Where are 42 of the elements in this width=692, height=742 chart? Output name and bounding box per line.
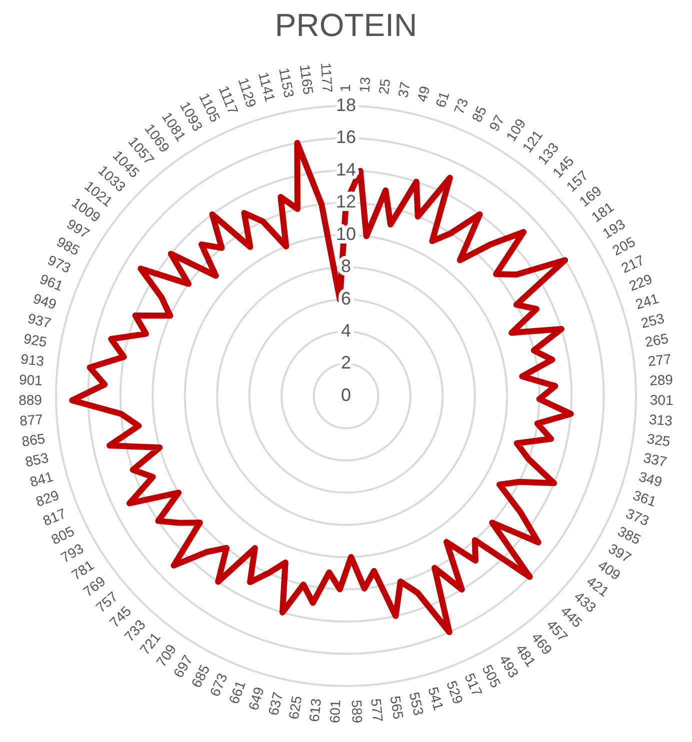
spoke-label: 889 bbox=[18, 392, 42, 408]
spoke-label: 553 bbox=[406, 690, 428, 718]
spoke-label: 601 bbox=[326, 699, 344, 724]
y-tick-label: 14 bbox=[336, 159, 356, 180]
spoke-label: 625 bbox=[285, 694, 305, 720]
spoke-label: 913 bbox=[20, 350, 46, 370]
spoke-label: 337 bbox=[642, 449, 668, 470]
spoke-label: 1177 bbox=[318, 62, 336, 94]
spoke-label: 1 bbox=[336, 84, 353, 92]
chart-title: PROTEIN bbox=[274, 7, 418, 44]
y-tick-label: 2 bbox=[340, 352, 352, 373]
y-tick-label: 16 bbox=[336, 127, 356, 148]
spoke-label: 877 bbox=[18, 410, 44, 429]
spoke-label: 589 bbox=[348, 700, 366, 724]
spoke-label: 61 bbox=[432, 89, 452, 110]
spoke-label: 937 bbox=[26, 310, 53, 332]
spoke-label: 865 bbox=[20, 430, 46, 450]
spoke-label: 25 bbox=[375, 78, 394, 96]
y-tick-label: 0 bbox=[340, 384, 352, 405]
spoke-label: 901 bbox=[18, 371, 43, 388]
spoke-label: 289 bbox=[649, 371, 674, 388]
spoke-label: 13 bbox=[356, 76, 374, 94]
y-tick-label: 18 bbox=[336, 94, 356, 115]
spoke-label: 637 bbox=[264, 690, 286, 717]
y-tick-label: 4 bbox=[340, 320, 352, 341]
spoke-label: 925 bbox=[22, 330, 48, 350]
spoke-label: 49 bbox=[414, 84, 433, 104]
spoke-label: 613 bbox=[306, 698, 324, 723]
spoke-label: 1153 bbox=[276, 66, 298, 100]
spoke-label: 325 bbox=[646, 430, 672, 450]
spoke-label: 565 bbox=[387, 694, 407, 721]
spoke-label: 577 bbox=[368, 698, 386, 723]
spoke-label: 1165 bbox=[296, 63, 317, 96]
spoke-label: 37 bbox=[394, 80, 414, 99]
spoke-label: 313 bbox=[648, 410, 674, 429]
y-tick-label: 6 bbox=[340, 288, 352, 308]
spoke-label: 253 bbox=[639, 310, 666, 331]
spoke-label: 277 bbox=[647, 350, 672, 370]
spoke-label: 301 bbox=[650, 392, 674, 408]
spoke-label: 1141 bbox=[255, 70, 279, 104]
spoke-label: 265 bbox=[644, 330, 670, 350]
spoke-label: 853 bbox=[24, 449, 50, 470]
